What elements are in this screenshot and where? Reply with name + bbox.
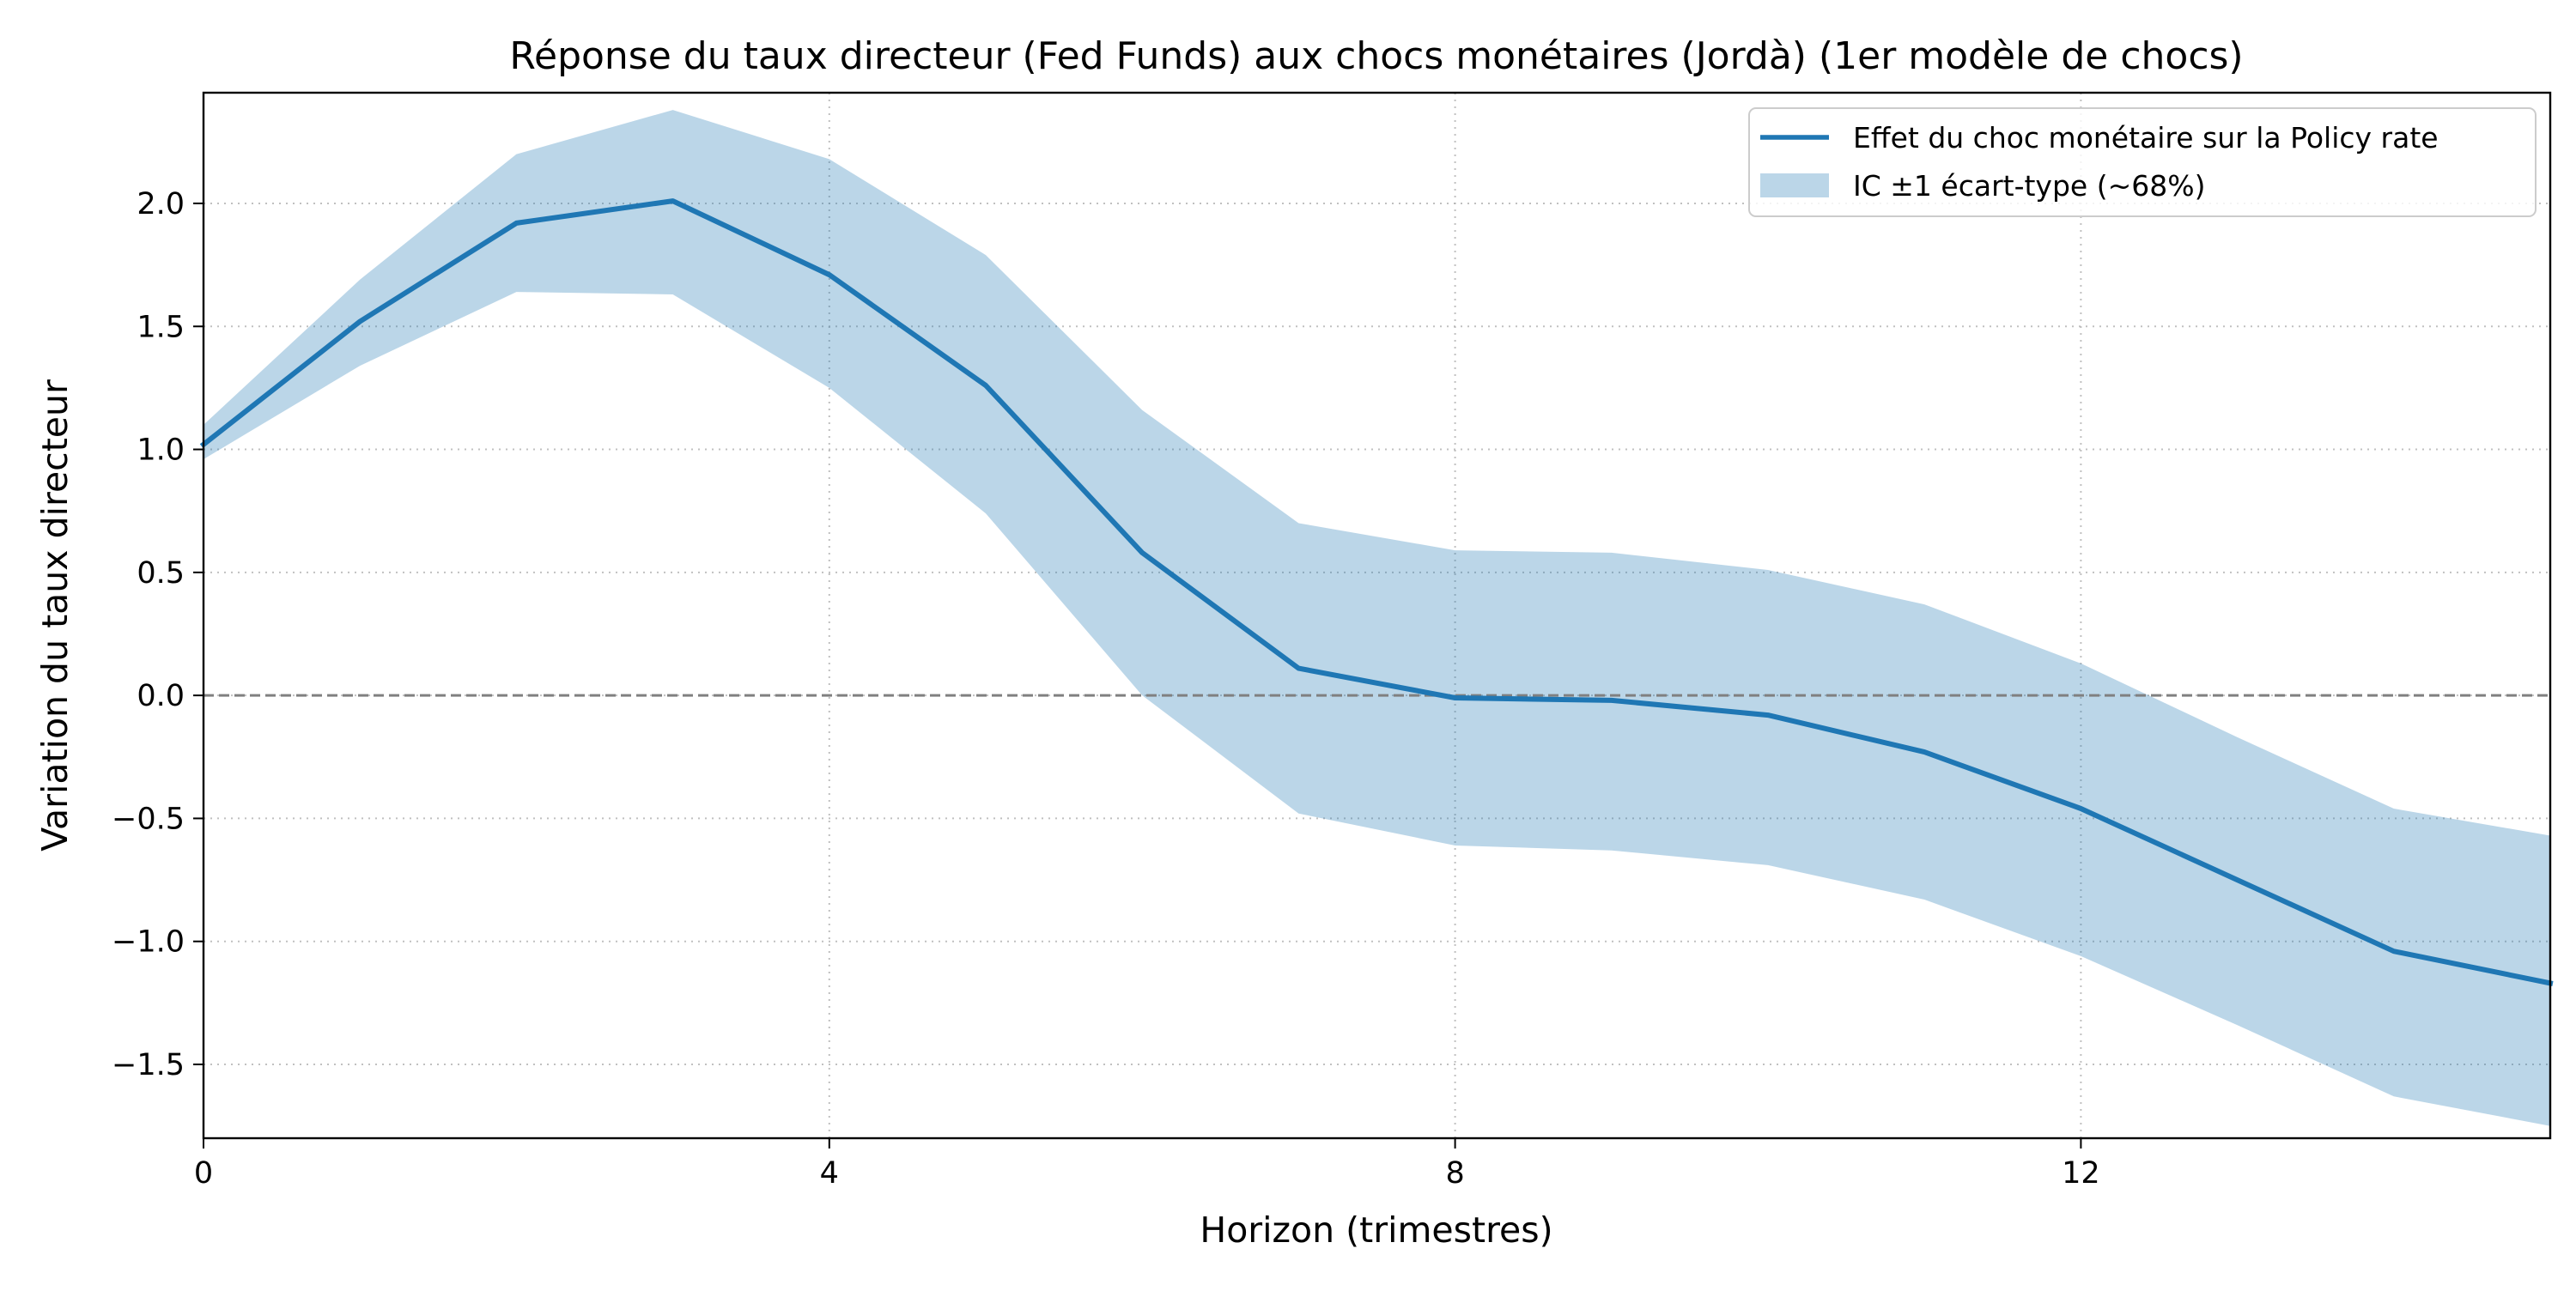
x-axis-label: Horizon (trimestres) (1200, 1209, 1552, 1251)
x-tick-label: 12 (2062, 1156, 2100, 1191)
y-tick-label: 2.0 (137, 187, 185, 221)
y-axis-label: Variation du taux directeur (34, 379, 76, 852)
x-tick-label: 0 (194, 1156, 213, 1191)
y-tick-label: −0.5 (112, 802, 185, 836)
legend-label-line: Effet du choc monétaire sur la Policy ra… (1853, 121, 2439, 155)
y-tick-label: −1.0 (112, 925, 185, 960)
legend-label-band: IC ±1 écart-type (~68%) (1853, 169, 2205, 203)
x-tick-label: 8 (1445, 1156, 1464, 1191)
x-tick-label: 4 (820, 1156, 839, 1191)
legend-band-swatch (1760, 173, 1829, 197)
chart-title: Réponse du taux directeur (Fed Funds) au… (509, 34, 2243, 78)
y-tick-label: 1.5 (137, 310, 185, 344)
y-tick-label: 0.0 (137, 679, 185, 713)
legend: Effet du choc monétaire sur la Policy ra… (1749, 108, 2536, 216)
y-tick-label: 0.5 (137, 556, 185, 591)
y-tick-label: −1.5 (112, 1048, 185, 1082)
y-tick-label: 1.0 (137, 433, 185, 468)
